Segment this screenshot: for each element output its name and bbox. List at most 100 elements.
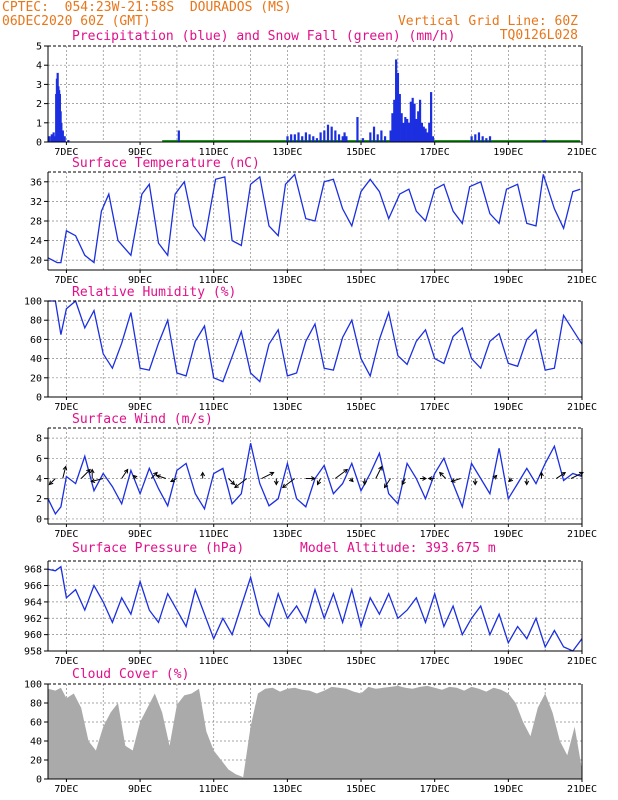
panel-title: Surface Pressure (hPa) (72, 541, 244, 556)
y-tick-label: 40 (30, 737, 42, 748)
x-tick-label: 21DEC (567, 275, 597, 286)
x-tick-label: 17DEC (420, 402, 450, 413)
y-tick-label: 8 (36, 434, 42, 445)
precip-bar (297, 132, 300, 142)
x-tick-label: 9DEC (128, 656, 152, 667)
y-tick-label: 28 (30, 217, 42, 228)
wind-arrow-head (62, 465, 68, 471)
x-tick-label: 9DEC (128, 784, 152, 795)
precip-bar (361, 138, 365, 142)
precip-bar (431, 136, 435, 142)
precip-bar (380, 130, 383, 142)
precip-bar (312, 136, 315, 142)
precip-bar (485, 138, 488, 142)
precip-bar (383, 136, 387, 142)
x-tick-label: 19DEC (493, 402, 523, 413)
precip-bar (481, 136, 484, 142)
x-tick-label: 19DEC (493, 529, 523, 540)
wind-arrow-head (281, 483, 287, 489)
x-tick-label: 17DEC (420, 147, 450, 158)
wind-arrow-head (234, 483, 239, 489)
x-tick-label: 7DEC (54, 275, 78, 286)
precip-bar (286, 136, 289, 142)
wind-arrow-head (90, 478, 96, 484)
y-tick-label: 80 (30, 316, 42, 327)
x-tick-label: 15DEC (346, 529, 376, 540)
x-tick-label: 7DEC (54, 784, 78, 795)
precip-bar (341, 136, 344, 142)
wind-arrow-head (383, 483, 389, 489)
precip-bar (389, 130, 392, 142)
wind-arrow (570, 472, 584, 479)
wind-arrow-head (378, 465, 383, 471)
precip-bar (413, 103, 416, 142)
precip-bar (293, 134, 296, 142)
y-tick-label: 958 (24, 647, 42, 658)
y-tick-label: 962 (24, 614, 42, 625)
precip-bar (398, 94, 401, 142)
precip-bar (417, 111, 420, 142)
x-tick-label: 21DEC (567, 147, 597, 158)
wind-arrow (62, 466, 67, 479)
wind-arrow-head (89, 468, 95, 474)
x-tick-label: 19DEC (493, 784, 523, 795)
precip-bar (404, 117, 407, 142)
y-tick-label: 60 (30, 335, 42, 346)
precip-bar (369, 132, 372, 142)
precip-bar (420, 122, 423, 142)
wind-arrow-head (472, 480, 478, 486)
precip-bar (409, 101, 412, 142)
y-tick-label: 40 (30, 354, 42, 365)
header-model-id: TQ0126L028 (499, 28, 578, 43)
x-tick-label: 11DEC (199, 275, 229, 286)
precip-bar (290, 134, 293, 142)
x-tick-label: 21DEC (567, 784, 597, 795)
y-tick-label: 3 (36, 80, 42, 91)
x-tick-label: 19DEC (493, 656, 523, 667)
precip-bar (308, 134, 311, 142)
wind-arrow-head (349, 477, 354, 483)
wind-arrow-head (230, 480, 236, 486)
precip-bar (470, 136, 473, 142)
x-tick-label: 17DEC (420, 529, 450, 540)
panel-2: Relative Humidity (%) 0 20 40 60 80 100 7DEC 9DE… (24, 285, 597, 413)
wind-arrow (121, 469, 129, 479)
precip-bar (319, 132, 322, 142)
y-tick-label: 24 (30, 236, 42, 247)
y-tick-label: 4 (36, 474, 42, 485)
x-tick-label: 9DEC (128, 529, 152, 540)
panel-title: Cloud Cover (%) (72, 667, 189, 682)
x-tick-label: 9DEC (128, 402, 152, 413)
wind-arrow-head (401, 480, 406, 486)
y-tick-label: 966 (24, 581, 42, 592)
precip-bar (48, 136, 51, 142)
y-tick-label: 2 (36, 494, 42, 505)
wind-arrow (80, 469, 91, 479)
panel-title: Surface Temperature (nC) (72, 156, 260, 171)
precip-bar (477, 132, 481, 142)
precip-bar (323, 130, 326, 142)
panel-0: Precipitation (blue) and Snow Fall (gree… (36, 29, 597, 158)
precip-bar (407, 122, 411, 142)
x-tick-label: 11DEC (199, 147, 229, 158)
wind-arrow (401, 478, 406, 485)
wind-arrow (156, 475, 167, 480)
header-date: 06DEC2020 60Z (GMT) (2, 14, 151, 29)
header-station: CPTEC: 054:23W-21:58S DOURADOS (MS) (2, 0, 292, 15)
panel-5: Cloud Cover (%) 0 20 40 60 80 100 7DEC 9DEC 11DEC… (24, 667, 597, 795)
precip-bar (406, 118, 409, 142)
wind-arrow (150, 472, 158, 479)
x-tick-label: 17DEC (420, 784, 450, 795)
wind-arrow (384, 478, 391, 488)
precip-bar (430, 92, 433, 142)
x-tick-label: 13DEC (272, 656, 302, 667)
wind-arrow-head (48, 480, 54, 486)
precip-bar (428, 122, 431, 142)
y-tick-label: 100 (24, 680, 42, 691)
y-tick-label: 0 (36, 138, 42, 149)
cloud-area (48, 685, 582, 779)
y-tick-label: 1 (36, 118, 42, 129)
panel-title: Surface Wind (m/s) (72, 412, 213, 427)
precip-bar (345, 136, 348, 142)
